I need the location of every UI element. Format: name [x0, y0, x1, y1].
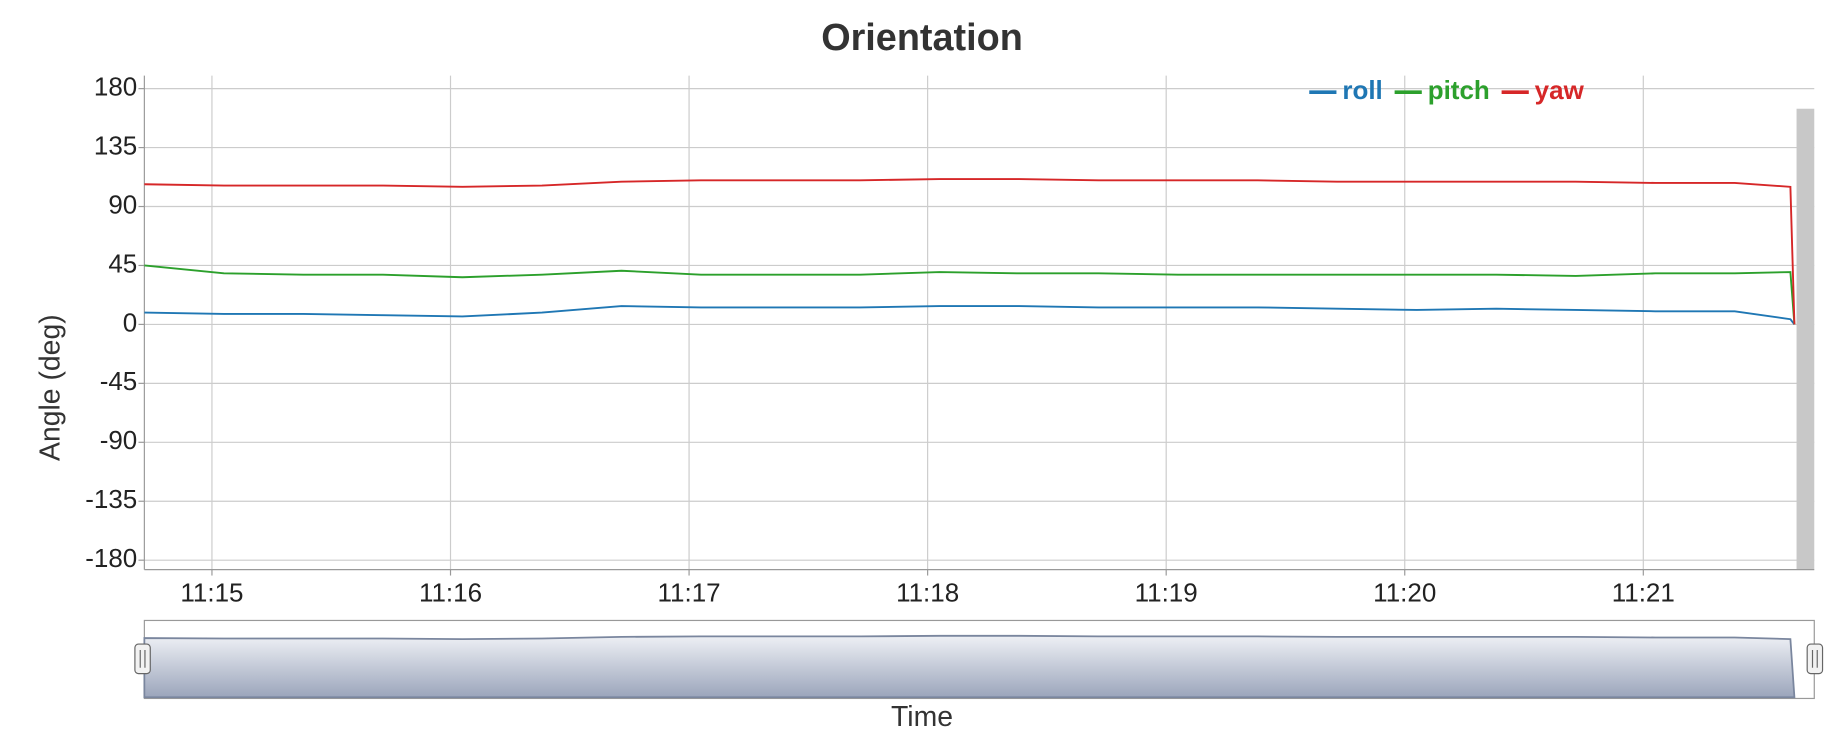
grid [138, 75, 1815, 576]
x-tick-label: 11:21 [1612, 577, 1675, 607]
y-tick-label: 0 [123, 307, 137, 337]
navigator-handle-left[interactable] [134, 643, 151, 675]
y-tick-label: -90 [100, 425, 138, 455]
y-tick-label: 90 [108, 189, 137, 219]
series-line [144, 264, 1796, 325]
navigator [143, 619, 1815, 700]
x-tick-label: 11:20 [1373, 577, 1436, 607]
chart-title: Orientation [821, 17, 1023, 59]
y-tick-label: -135 [85, 484, 137, 514]
legend: roll pitch yaw [1309, 75, 1585, 105]
x-tick-label: 11:15 [180, 577, 243, 607]
y-tick-label: -180 [85, 543, 137, 573]
plot [144, 178, 1796, 325]
series-line [144, 305, 1796, 325]
y-tick-label: 135 [94, 130, 137, 160]
x-tick-label: 11:19 [1135, 577, 1198, 607]
x-tick-label: 11:16 [419, 577, 482, 607]
x-axis-label: Time [891, 701, 953, 733]
y-axis-label: Angle (deg) [35, 314, 67, 461]
y-tick-label: -45 [100, 366, 138, 396]
legend-label: yaw [1535, 75, 1585, 105]
y-tick-label: 180 [94, 71, 137, 101]
legend-label: pitch [1428, 75, 1490, 105]
y-tick-label: 45 [108, 248, 137, 278]
range-shade [1796, 108, 1815, 570]
legend-label: roll [1342, 75, 1382, 105]
navigator-area [143, 634, 1796, 699]
navigator-handle-right[interactable] [1806, 643, 1824, 675]
navigator-handles[interactable] [134, 643, 1824, 675]
x-tick-label: 11:18 [896, 577, 959, 607]
series-line [144, 178, 1796, 325]
x-tick-label: 11:17 [658, 577, 721, 607]
